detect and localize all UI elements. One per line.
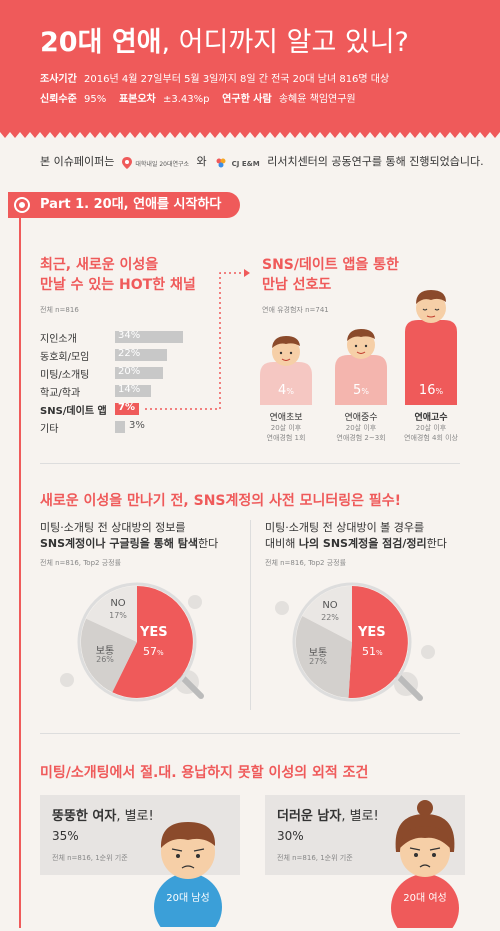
group-sub: 20살 이후 연애경험 4회 이상 bbox=[404, 424, 458, 442]
group-sub: 20살 이후 연애경험 2~3회 bbox=[336, 424, 386, 442]
male-badge: 20대 남성 bbox=[166, 893, 210, 904]
instagram-icon bbox=[60, 673, 74, 687]
sns-pref-value: 16% bbox=[418, 383, 444, 398]
female-character bbox=[391, 800, 459, 928]
normal-value: 27% bbox=[309, 657, 327, 666]
channel-bar bbox=[115, 367, 163, 379]
person-intermediate bbox=[335, 329, 387, 405]
pie-slices bbox=[295, 585, 408, 698]
dotted-connector bbox=[145, 269, 250, 410]
part1-label: Part 1. 20대, 연애를 시작하다 bbox=[8, 192, 240, 218]
section-divider bbox=[40, 463, 460, 464]
conditions-title: 미팅/소개팅에서 절.대. 용납하지 못할 이성의 외적 조건 bbox=[40, 765, 369, 781]
group-name: 연애초보 bbox=[269, 413, 303, 423]
monitoring-left-question: 미팅·소개팅 전 상대방의 정보를 SNS계정이나 구글링을 통해 탐색한다 bbox=[40, 521, 219, 550]
channel-bar bbox=[115, 331, 183, 343]
survey-period: 조사기간 2016년 4월 27일부터 5월 3일까지 8일 간 전국 20대 … bbox=[40, 74, 390, 85]
monitoring-right-base: 전체 n=816, Top2 긍정률 bbox=[265, 559, 347, 567]
male-character bbox=[154, 822, 222, 927]
facebook-icon bbox=[421, 645, 435, 659]
cj-logo: CJ E&M bbox=[214, 156, 260, 169]
no-label: NO bbox=[322, 600, 338, 611]
yes-value: 51% bbox=[362, 645, 383, 658]
sns-pref-figures bbox=[260, 290, 457, 405]
yes-value: 57% bbox=[143, 645, 164, 658]
group-name: 연애고수 bbox=[414, 413, 448, 423]
yes-label: YES bbox=[358, 625, 386, 640]
no-label: NO bbox=[110, 598, 126, 609]
channel-bar-highlight bbox=[115, 403, 139, 415]
pie-slices bbox=[80, 586, 193, 698]
section-divider bbox=[40, 733, 460, 734]
monitoring-right-question: 미팅·소개팅 전 상대방이 볼 경우를 대비해 나의 SNS계정을 점검/정리한… bbox=[265, 521, 447, 550]
normal-label: 보통 bbox=[308, 648, 328, 659]
female-badge: 20대 여성 bbox=[403, 893, 447, 904]
survey-stats: 신뢰수준 95% 표본오차 ±3.43%p 연구한 사람 송혜윤 책임연구원 bbox=[40, 94, 356, 105]
sns-pref-title: SNS/데이트 앱을 통한 만남 선호도 bbox=[262, 257, 399, 293]
group-sub: 20살 이후 연애경험 1회 bbox=[266, 424, 306, 442]
channels-title: 최근, 새로운 이성을 만날 수 있는 HOT한 채널 bbox=[40, 257, 196, 293]
no-value: 17% bbox=[109, 611, 127, 620]
channel-bar bbox=[115, 349, 167, 361]
header-banner: 20대 연애, 어디까지 알고 있니? 조사기간 2016년 4월 27일부터 … bbox=[0, 0, 500, 130]
normal-label: 보통 bbox=[95, 646, 115, 657]
zigzag-edge bbox=[0, 130, 500, 138]
channel-bar bbox=[115, 385, 151, 397]
monitoring-left-base: 전체 n=816, Top2 긍정률 bbox=[40, 559, 122, 567]
normal-value: 26% bbox=[96, 655, 114, 664]
twitter-icon bbox=[188, 595, 202, 609]
lab-logo: 대학내일 20대연구소 bbox=[121, 156, 189, 169]
timeline-dot bbox=[16, 199, 28, 211]
pie-left bbox=[60, 582, 204, 702]
timeline-line bbox=[19, 218, 21, 928]
page-title: 20대 연애, 어디까지 알고 있니? bbox=[40, 27, 409, 58]
pie-right bbox=[275, 582, 435, 702]
person-beginner bbox=[260, 336, 312, 405]
no-value: 22% bbox=[321, 613, 339, 622]
sns-pref-value: 4% bbox=[278, 383, 294, 398]
google-plus-icon bbox=[275, 601, 289, 615]
channels-base: 전체 n=816 bbox=[40, 306, 79, 314]
sns-pref-base: 연애 유경험자 n=741 bbox=[262, 306, 329, 314]
monitoring-title: 새로운 이성을 만나기 전, SNS계정의 사전 모니터링은 필수! bbox=[40, 493, 402, 509]
person-expert bbox=[405, 290, 457, 405]
group-name: 연애중수 bbox=[344, 413, 378, 423]
column-divider bbox=[250, 520, 251, 710]
yes-label: YES bbox=[140, 625, 168, 640]
channel-bar bbox=[115, 421, 125, 433]
sns-pref-value: 5% bbox=[353, 383, 369, 398]
intro-text: 본 이슈페이퍼는 대학내일 20대연구소 와 CJ E&M 리서치센터의 공동연… bbox=[40, 155, 484, 169]
